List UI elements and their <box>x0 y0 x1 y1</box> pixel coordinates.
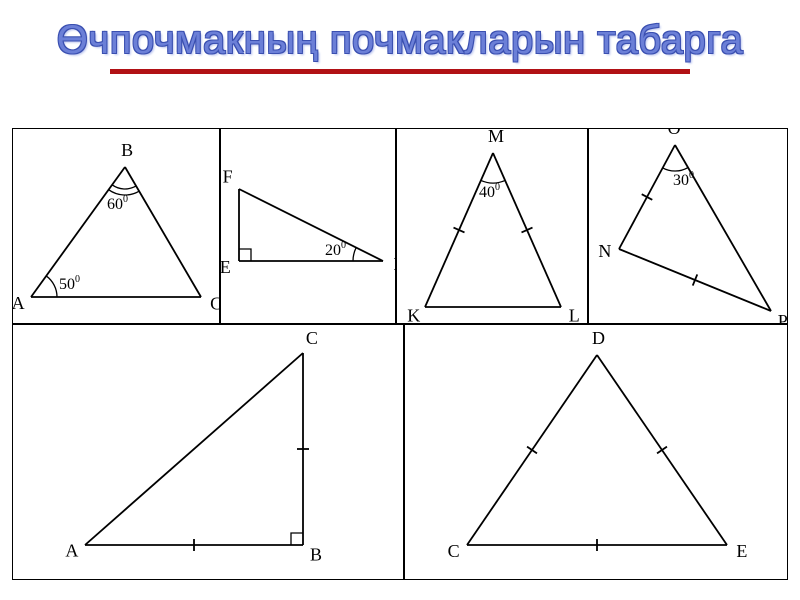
svg-text:E: E <box>221 257 231 277</box>
triangle-2-svg: EFD200 <box>221 129 397 325</box>
triangle-panel-1: ABC500600 <box>12 128 220 324</box>
svg-text:300: 300 <box>673 170 694 189</box>
svg-text:L: L <box>569 306 580 325</box>
triangle-panel-5: A B C <box>12 324 404 580</box>
triangle-panel-2: EFD200 <box>220 128 396 324</box>
triangle-1-svg: ABC500600 <box>13 129 221 325</box>
triangle-3-svg: K M L 400 <box>397 129 589 325</box>
title-underline <box>110 69 690 74</box>
svg-text:A: A <box>13 293 25 313</box>
triangle-5-svg: A B C <box>13 325 405 581</box>
svg-text:C: C <box>306 328 318 348</box>
svg-text:B: B <box>310 545 322 565</box>
svg-text:500: 500 <box>59 274 80 293</box>
svg-text:B: B <box>121 140 133 160</box>
svg-text:N: N <box>598 241 611 261</box>
triangle-6-svg: C D E <box>405 325 789 581</box>
svg-text:200: 200 <box>325 240 346 259</box>
svg-text:A: A <box>65 540 78 560</box>
triangle-panel-6: C D E <box>404 324 788 580</box>
triangle-panel-3: K M L 400 <box>396 128 588 324</box>
svg-text:P: P <box>778 311 788 325</box>
svg-text:M: M <box>488 129 504 146</box>
triangle-panel-4: N O P 300 <box>588 128 788 324</box>
svg-text:F: F <box>223 167 233 187</box>
diagram-grid: A B C 500 600 E F D 200 K M L 400 N O P 300 A B C C D E <box>12 128 788 580</box>
triangle-4-svg: N O P 300 <box>589 129 789 325</box>
page-title: Өчпочмакның почмакларын табарга <box>57 18 744 62</box>
svg-text:O: O <box>668 129 681 138</box>
svg-text:D: D <box>592 328 605 348</box>
svg-text:E: E <box>736 541 747 561</box>
svg-text:600: 600 <box>107 194 128 213</box>
svg-text:400: 400 <box>479 182 500 201</box>
svg-text:K: K <box>407 306 420 325</box>
svg-text:C: C <box>448 541 460 561</box>
